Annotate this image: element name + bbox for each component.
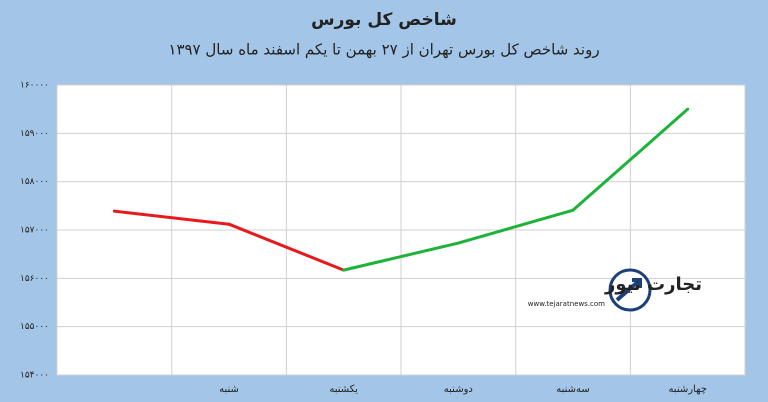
y-tick-label: ۱۵۴۰۰۰ (20, 371, 49, 381)
line-segment (571, 107, 690, 212)
y-tick-label: ۱۵۵۰۰۰ (20, 322, 49, 332)
y-tick-label: ۱۶۰۰۰۰ (20, 81, 49, 91)
y-tick-label: ۱۵۶۰۰۰ (20, 274, 49, 284)
watermark-url: www.tejaratnews.com (528, 300, 605, 308)
x-tick-label: شنبه (219, 384, 239, 395)
x-tick-label: چهارشنبه (668, 384, 706, 395)
line-segment (112, 209, 231, 226)
x-tick-label: دوشنبه (444, 384, 473, 395)
line-segment (227, 222, 346, 272)
watermark-name: تجارت نیوز (604, 274, 702, 295)
line-segment (456, 208, 575, 245)
y-tick-label: ۱۵۷۰۰۰ (20, 226, 49, 236)
x-tick-label: یکشنبه (329, 384, 358, 395)
x-tick-label: سه‌شنبه (556, 384, 590, 395)
y-tick-label: ۱۵۸۰۰۰ (20, 177, 49, 187)
watermark-arrow (615, 278, 642, 302)
line-segment (342, 241, 460, 272)
y-tick-label: ۱۵۹۰۰۰ (20, 129, 49, 139)
chart-title: شاخص کل بورس (311, 10, 457, 30)
chart-subtitle: روند شاخص کل بورس تهران از ۲۷ بهمن تا یک… (168, 41, 599, 59)
watermark: تجارت نیوز www.tejaratnews.com (528, 268, 702, 312)
